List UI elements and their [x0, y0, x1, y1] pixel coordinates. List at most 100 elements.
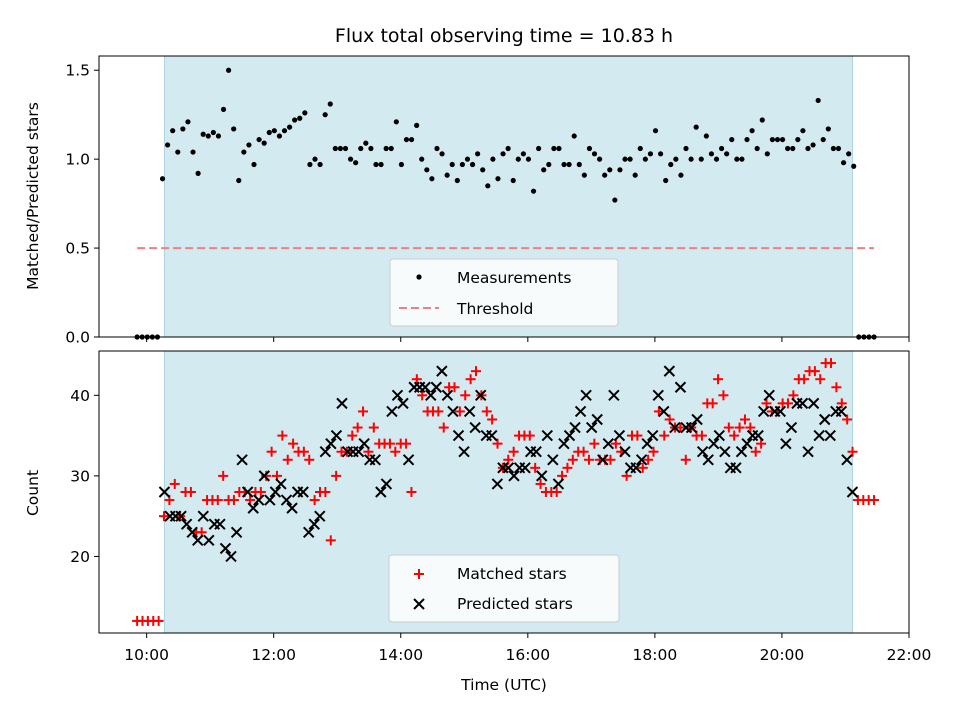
matched-star-point	[782, 398, 793, 409]
matched-star-point	[298, 446, 309, 457]
predicted-star-point-b	[585, 421, 598, 434]
matched-star-point	[331, 470, 342, 481]
measurement-point	[317, 161, 323, 168]
measurement-point	[271, 128, 277, 134]
measurement-point	[449, 161, 455, 168]
measurement-point	[241, 149, 247, 155]
predicted-star-point-b	[536, 470, 548, 482]
predicted-star-point-b	[780, 437, 792, 450]
predicted-star-point-b	[214, 518, 226, 530]
predicted-star-point-b	[319, 446, 332, 458]
predicted-star-point	[508, 470, 520, 482]
predicted-star-point	[608, 389, 620, 402]
legend-predicted-label: Predicted stars	[457, 595, 573, 613]
measurement-point	[469, 161, 476, 168]
measurement-point	[322, 112, 328, 118]
matched-star-point	[465, 374, 476, 385]
measurement-point	[200, 131, 206, 137]
top-axes-frame	[98, 55, 910, 338]
measurement-point	[612, 197, 618, 203]
predicted-star-point	[247, 502, 259, 514]
measurement-point	[495, 176, 501, 182]
measurement-point	[597, 156, 603, 162]
predicted-star-point	[463, 405, 476, 418]
measurement-point	[790, 145, 796, 152]
predicted-star-point	[669, 421, 681, 434]
measurement-point	[713, 156, 720, 162]
predicted-star-point	[730, 462, 742, 474]
predicted-star-point	[547, 454, 559, 466]
predicted-star-point	[536, 470, 548, 482]
predicted-star-point-b	[591, 413, 603, 426]
predicted-star-point	[674, 381, 687, 393]
predicted-star-point	[663, 365, 676, 377]
predicted-star-point-b	[685, 421, 698, 434]
measurement-point	[627, 156, 633, 162]
measurement-point	[586, 145, 593, 152]
predicted-star-point	[186, 526, 198, 538]
predicted-star-point	[841, 454, 853, 466]
measurement-point	[256, 136, 262, 143]
matched-star-point	[503, 454, 514, 465]
measurement-point	[622, 156, 628, 162]
top-y-axis-label: Matched/Predicted stars	[24, 102, 42, 290]
predicted-star-point-b	[647, 429, 659, 442]
predicted-star-point-b	[774, 405, 787, 418]
measurement-point	[591, 151, 598, 157]
matched-star-point	[696, 430, 707, 441]
predicted-star-point-b	[613, 429, 626, 442]
predicted-star-point	[835, 405, 848, 418]
predicted-star-point-b	[663, 365, 676, 377]
matched-star-point	[212, 495, 223, 506]
predicted-star-point-b	[158, 486, 171, 498]
measurement-point	[231, 126, 237, 132]
matched-star-point	[707, 398, 718, 409]
predicted-star-point-b	[558, 437, 570, 450]
x-tick-label: 18:00	[633, 646, 678, 664]
predicted-star-point	[824, 429, 836, 442]
predicted-star-point	[447, 405, 459, 418]
predicted-star-point	[602, 437, 615, 450]
predicted-star-point-b	[569, 421, 581, 434]
predicted-star-point-b	[619, 446, 631, 458]
measurement-point	[358, 145, 364, 152]
measurement-point	[856, 334, 862, 340]
measurement-point	[180, 126, 186, 132]
measurement-point	[505, 145, 511, 152]
predicted-star-point-b	[696, 446, 709, 458]
measurement-point	[617, 167, 623, 173]
predicted-star-point	[180, 518, 193, 530]
matched-star-point	[245, 495, 256, 506]
matched-star-point	[358, 406, 369, 417]
measurement-point	[739, 156, 745, 162]
top-panel: 0.0 0.5 1.0 1.5 Measurements Threshold	[65, 55, 910, 347]
predicted-star-point-b	[230, 526, 243, 538]
predicted-star-point	[469, 421, 481, 434]
predicted-star-point	[708, 437, 720, 450]
matched-star-point	[277, 430, 288, 441]
measurement-point	[490, 156, 496, 162]
measurement-point	[149, 334, 155, 340]
predicted-star-point-b	[602, 437, 615, 450]
predicted-star-point-b	[386, 405, 398, 418]
measurement-point	[480, 167, 486, 173]
matched-star-point	[309, 495, 320, 506]
predicted-star-point-b	[491, 478, 504, 490]
predicted-star-point-b	[541, 429, 553, 442]
legend-predicted-marker	[413, 598, 425, 610]
bottom-panel: 20 30 40 10:00 12:00 14:00 16:00 18:00 20:00 22:0…	[70, 350, 931, 664]
measurement-point	[520, 151, 526, 157]
predicted-star-point	[774, 405, 787, 418]
predicted-star-point-b	[352, 446, 365, 458]
matched-star-point	[750, 446, 761, 457]
predicted-star-point-b	[580, 389, 592, 402]
measurement-point	[708, 151, 715, 157]
measurement-point	[185, 119, 191, 125]
predicted-star-point-b	[180, 518, 193, 530]
predicted-star-point	[802, 446, 814, 458]
measurement-point	[403, 136, 410, 143]
predicted-star-point-b	[502, 462, 515, 474]
predicted-star-point	[386, 405, 398, 418]
predicted-star-point	[241, 486, 254, 498]
predicted-star-point-b	[563, 429, 576, 442]
